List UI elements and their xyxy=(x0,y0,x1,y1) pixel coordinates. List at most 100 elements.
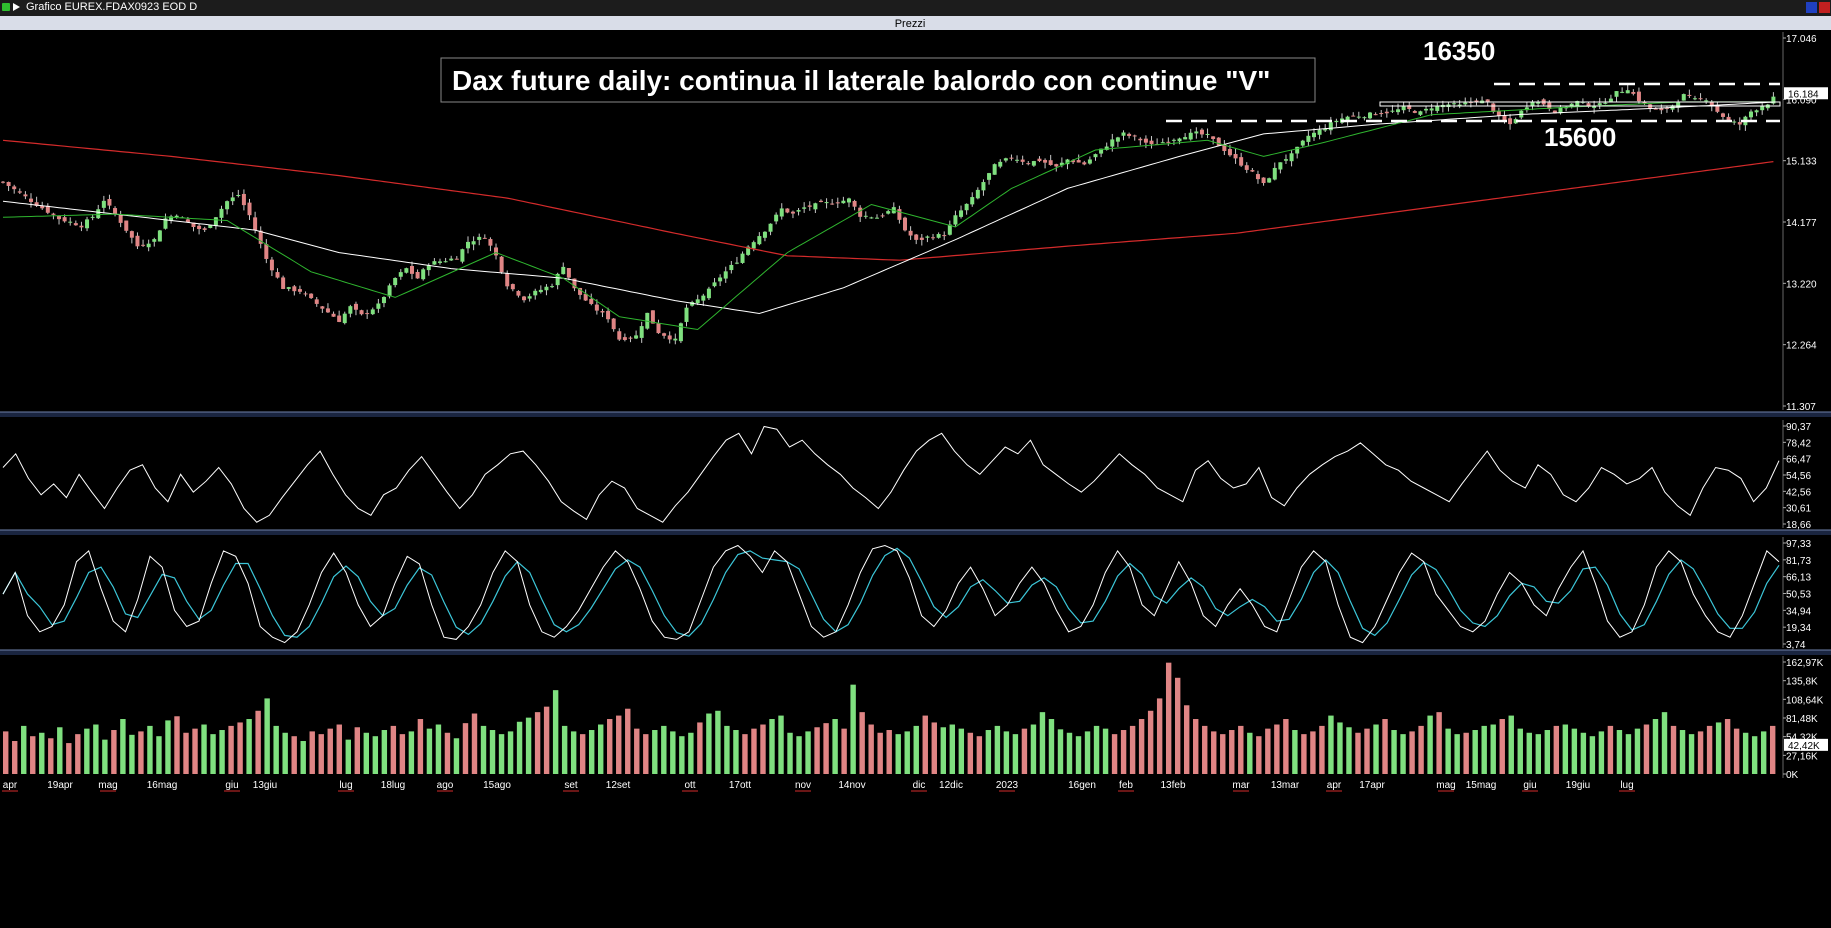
volume-bar xyxy=(1562,724,1569,774)
candle-body xyxy=(1435,105,1440,111)
separator-3[interactable] xyxy=(0,650,1831,655)
volume-bar xyxy=(616,715,622,774)
candle-body xyxy=(723,271,728,279)
volume-bar xyxy=(1454,734,1460,774)
last-volume-label: 42,42K xyxy=(1788,741,1820,752)
stoch-axis-tick: 66,13 xyxy=(1786,573,1811,584)
separator-2[interactable] xyxy=(0,530,1831,535)
candle-body xyxy=(987,173,992,180)
candle-body xyxy=(1250,170,1255,172)
candle-body xyxy=(712,282,717,287)
volume-bar xyxy=(598,724,604,774)
volume-bar xyxy=(895,734,901,774)
candle-body xyxy=(269,259,274,271)
candle-body xyxy=(678,323,683,342)
play-icon[interactable] xyxy=(13,3,20,11)
x-axis-label: 17ott xyxy=(729,780,751,791)
candle-body xyxy=(1160,142,1165,144)
candle-body xyxy=(348,306,353,314)
candle-body xyxy=(466,241,471,249)
volume-bar xyxy=(489,730,496,774)
volume-bar xyxy=(363,732,370,774)
candle-body xyxy=(785,208,790,213)
candle-body xyxy=(510,284,515,290)
volume-bar xyxy=(1039,712,1046,774)
volume-bar xyxy=(706,713,712,774)
volume-bar xyxy=(877,732,883,774)
x-axis-label: 13mar xyxy=(1271,780,1300,791)
candle-body xyxy=(992,164,997,175)
lower-level-label: 15600 xyxy=(1544,122,1616,152)
x-axis-label: dic xyxy=(913,780,926,791)
separator-1[interactable] xyxy=(0,412,1831,417)
volume-bar xyxy=(805,731,811,774)
volume-bar xyxy=(228,725,234,774)
x-axis-label: 15ago xyxy=(483,780,511,791)
volume-bar xyxy=(111,730,117,774)
candle-body xyxy=(1356,116,1361,118)
volume-bar xyxy=(165,720,171,774)
volume-bar xyxy=(1193,719,1199,774)
candle-body xyxy=(415,271,420,279)
app-icon xyxy=(2,3,10,11)
candle-body xyxy=(421,269,426,280)
candle-body xyxy=(471,241,476,245)
x-axis-label: 13feb xyxy=(1160,780,1185,791)
candle-body xyxy=(292,286,297,292)
close-button[interactable] xyxy=(1819,2,1830,13)
stoch-axis-tick: 3,74 xyxy=(1786,640,1806,651)
volume-bar xyxy=(93,724,99,774)
oscillator-panel[interactable]: 90,37 78,42 66,47 54,56 42,56 30,61 18,66 xyxy=(2,420,1811,531)
volume-bar xyxy=(1093,725,1100,774)
candle-body xyxy=(1412,111,1417,113)
candle-body xyxy=(107,199,112,206)
candle-body xyxy=(118,214,123,223)
stochastic-panel[interactable]: 97,33 81,73 66,13 50,53 34,94 19,34 3,74 xyxy=(2,537,1811,651)
volume-bar xyxy=(426,728,433,774)
candle-body xyxy=(1239,157,1244,166)
candle-body xyxy=(247,202,252,216)
candle-body xyxy=(1474,100,1479,102)
volume-bar xyxy=(1526,732,1532,774)
volume-axis-tick: 27,16K xyxy=(1786,751,1818,762)
minimize-button[interactable] xyxy=(1806,2,1817,13)
volume-bar xyxy=(1183,705,1190,774)
candle-body xyxy=(297,289,302,292)
candle-body xyxy=(914,234,919,240)
candle-body xyxy=(157,230,162,242)
candle-body xyxy=(376,303,381,309)
x-axis-label: giu xyxy=(225,780,238,791)
volume-bar xyxy=(345,739,351,774)
candle-body xyxy=(970,197,975,205)
candle-body xyxy=(768,223,773,232)
candle-body xyxy=(863,215,868,217)
price-panel[interactable]: 17.046 16.090 15.133 14.177 13.220 12.264 11.3… xyxy=(1,32,1828,413)
last-price-label: 16.184 xyxy=(1788,89,1819,100)
x-axis-label: 12set xyxy=(606,780,631,791)
candle-body xyxy=(1502,115,1507,121)
chart-area[interactable]: Prezzi 17.046 16.090 15.133 14.177 13.220 12.… xyxy=(0,16,1831,928)
candle-body xyxy=(499,256,504,273)
candle-body xyxy=(141,244,146,246)
candle-body xyxy=(437,261,442,263)
candle-body xyxy=(320,306,325,309)
candle-body xyxy=(1149,140,1154,145)
osc-axis-tick: 18,66 xyxy=(1786,520,1811,531)
candle-body xyxy=(1390,110,1395,112)
candle-body xyxy=(578,287,583,295)
candle-body xyxy=(45,205,50,213)
volume-bar xyxy=(751,728,757,774)
volume-bar xyxy=(21,725,27,774)
candle-body xyxy=(443,261,448,263)
candle-body xyxy=(1166,141,1171,143)
candle-body xyxy=(880,215,885,217)
candle-body xyxy=(1704,100,1709,102)
volume-bar xyxy=(868,724,874,774)
candle-body xyxy=(734,262,739,264)
volume-panel[interactable]: 162,97K 135,8K 108,64K 81,48K 54,32K 27,16K 0K… xyxy=(3,656,1828,781)
candle-body xyxy=(129,231,134,238)
volume-bar xyxy=(1571,728,1578,774)
volume-bar xyxy=(1652,719,1659,774)
price-axis-tick: 12.264 xyxy=(1786,341,1817,352)
ma-long-line xyxy=(2,139,1774,261)
